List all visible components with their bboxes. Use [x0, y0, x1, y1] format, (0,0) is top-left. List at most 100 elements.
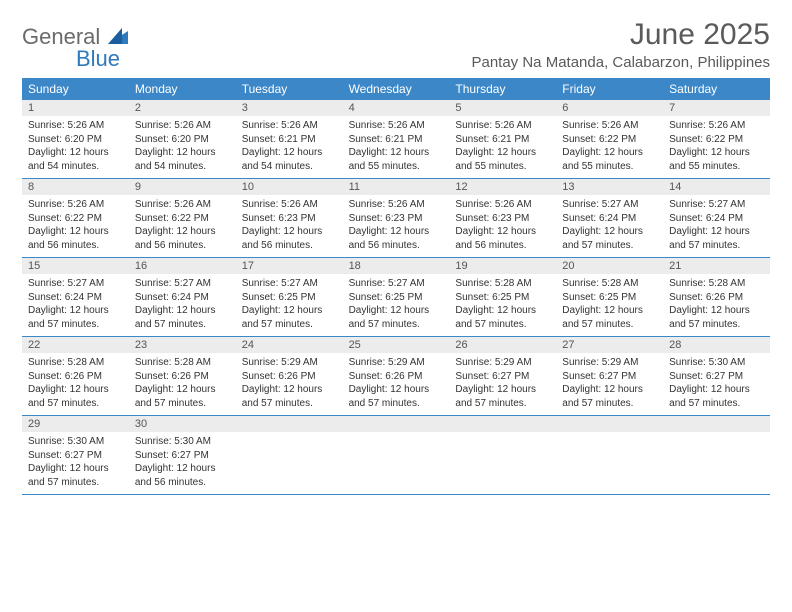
day-number: 25 [343, 337, 450, 353]
calendar-day-empty [449, 416, 556, 494]
calendar-day: 10Sunrise: 5:26 AMSunset: 6:23 PMDayligh… [236, 179, 343, 257]
calendar-day: 14Sunrise: 5:27 AMSunset: 6:24 PMDayligh… [663, 179, 770, 257]
day-details: Sunrise: 5:29 AMSunset: 6:27 PMDaylight:… [556, 353, 663, 414]
calendar-day-empty [556, 416, 663, 494]
month-title: June 2025 [471, 18, 770, 52]
day-details: Sunrise: 5:26 AMSunset: 6:22 PMDaylight:… [129, 195, 236, 256]
day-details: Sunrise: 5:28 AMSunset: 6:25 PMDaylight:… [556, 274, 663, 335]
calendar-day: 17Sunrise: 5:27 AMSunset: 6:25 PMDayligh… [236, 258, 343, 336]
location: Pantay Na Matanda, Calabarzon, Philippin… [471, 54, 770, 71]
calendar-day: 18Sunrise: 5:27 AMSunset: 6:25 PMDayligh… [343, 258, 450, 336]
day-details: Sunrise: 5:26 AMSunset: 6:22 PMDaylight:… [556, 116, 663, 177]
day-number: 7 [663, 100, 770, 116]
day-number: 4 [343, 100, 450, 116]
calendar-day: 11Sunrise: 5:26 AMSunset: 6:23 PMDayligh… [343, 179, 450, 257]
day-details: Sunrise: 5:26 AMSunset: 6:23 PMDaylight:… [449, 195, 556, 256]
day-number: 22 [22, 337, 129, 353]
calendar-day: 28Sunrise: 5:30 AMSunset: 6:27 PMDayligh… [663, 337, 770, 415]
day-number: 3 [236, 100, 343, 116]
calendar-day: 4Sunrise: 5:26 AMSunset: 6:21 PMDaylight… [343, 100, 450, 178]
calendar-day: 26Sunrise: 5:29 AMSunset: 6:27 PMDayligh… [449, 337, 556, 415]
calendar-week: 29Sunrise: 5:30 AMSunset: 6:27 PMDayligh… [22, 416, 770, 495]
day-number: 17 [236, 258, 343, 274]
calendar-day: 12Sunrise: 5:26 AMSunset: 6:23 PMDayligh… [449, 179, 556, 257]
day-number: 21 [663, 258, 770, 274]
day-details: Sunrise: 5:26 AMSunset: 6:22 PMDaylight:… [22, 195, 129, 256]
day-details: Sunrise: 5:27 AMSunset: 6:24 PMDaylight:… [22, 274, 129, 335]
day-details: Sunrise: 5:30 AMSunset: 6:27 PMDaylight:… [129, 432, 236, 493]
weekday-mon: Monday [129, 78, 236, 100]
weekday-sun: Sunday [22, 78, 129, 100]
calendar-week: 22Sunrise: 5:28 AMSunset: 6:26 PMDayligh… [22, 337, 770, 416]
day-number-empty [556, 416, 663, 432]
weekday-fri: Friday [556, 78, 663, 100]
calendar: Sunday Monday Tuesday Wednesday Thursday… [22, 78, 770, 495]
day-number: 1 [22, 100, 129, 116]
calendar-day-empty [236, 416, 343, 494]
calendar-day: 22Sunrise: 5:28 AMSunset: 6:26 PMDayligh… [22, 337, 129, 415]
calendar-day: 6Sunrise: 5:26 AMSunset: 6:22 PMDaylight… [556, 100, 663, 178]
calendar-day: 21Sunrise: 5:28 AMSunset: 6:26 PMDayligh… [663, 258, 770, 336]
calendar-day: 23Sunrise: 5:28 AMSunset: 6:26 PMDayligh… [129, 337, 236, 415]
day-details: Sunrise: 5:27 AMSunset: 6:24 PMDaylight:… [663, 195, 770, 256]
day-details: Sunrise: 5:29 AMSunset: 6:26 PMDaylight:… [236, 353, 343, 414]
day-details: Sunrise: 5:28 AMSunset: 6:26 PMDaylight:… [663, 274, 770, 335]
weekday-wed: Wednesday [343, 78, 450, 100]
day-details: Sunrise: 5:29 AMSunset: 6:26 PMDaylight:… [343, 353, 450, 414]
day-details: Sunrise: 5:30 AMSunset: 6:27 PMDaylight:… [22, 432, 129, 493]
day-details: Sunrise: 5:27 AMSunset: 6:24 PMDaylight:… [556, 195, 663, 256]
day-number: 12 [449, 179, 556, 195]
day-number: 26 [449, 337, 556, 353]
calendar-day: 9Sunrise: 5:26 AMSunset: 6:22 PMDaylight… [129, 179, 236, 257]
day-details: Sunrise: 5:30 AMSunset: 6:27 PMDaylight:… [663, 353, 770, 414]
header: General Blue June 2025 Pantay Na Matanda… [22, 18, 770, 72]
calendar-day: 13Sunrise: 5:27 AMSunset: 6:24 PMDayligh… [556, 179, 663, 257]
calendar-day: 8Sunrise: 5:26 AMSunset: 6:22 PMDaylight… [22, 179, 129, 257]
calendar-day: 30Sunrise: 5:30 AMSunset: 6:27 PMDayligh… [129, 416, 236, 494]
day-details: Sunrise: 5:29 AMSunset: 6:27 PMDaylight:… [449, 353, 556, 414]
calendar-week: 15Sunrise: 5:27 AMSunset: 6:24 PMDayligh… [22, 258, 770, 337]
day-number: 18 [343, 258, 450, 274]
day-number: 5 [449, 100, 556, 116]
day-number: 24 [236, 337, 343, 353]
calendar-day: 16Sunrise: 5:27 AMSunset: 6:24 PMDayligh… [129, 258, 236, 336]
calendar-day: 5Sunrise: 5:26 AMSunset: 6:21 PMDaylight… [449, 100, 556, 178]
logo-text: General Blue [22, 24, 130, 72]
weekday-thu: Thursday [449, 78, 556, 100]
day-number: 10 [236, 179, 343, 195]
day-details: Sunrise: 5:26 AMSunset: 6:21 PMDaylight:… [449, 116, 556, 177]
calendar-day: 15Sunrise: 5:27 AMSunset: 6:24 PMDayligh… [22, 258, 129, 336]
calendar-day: 3Sunrise: 5:26 AMSunset: 6:21 PMDaylight… [236, 100, 343, 178]
calendar-day: 24Sunrise: 5:29 AMSunset: 6:26 PMDayligh… [236, 337, 343, 415]
day-details: Sunrise: 5:28 AMSunset: 6:26 PMDaylight:… [22, 353, 129, 414]
day-number: 19 [449, 258, 556, 274]
day-details: Sunrise: 5:26 AMSunset: 6:20 PMDaylight:… [22, 116, 129, 177]
weekday-header: Sunday Monday Tuesday Wednesday Thursday… [22, 78, 770, 100]
day-details: Sunrise: 5:26 AMSunset: 6:22 PMDaylight:… [663, 116, 770, 177]
day-number: 14 [663, 179, 770, 195]
calendar-day: 25Sunrise: 5:29 AMSunset: 6:26 PMDayligh… [343, 337, 450, 415]
day-number: 11 [343, 179, 450, 195]
day-number-empty [236, 416, 343, 432]
day-number: 27 [556, 337, 663, 353]
day-details: Sunrise: 5:27 AMSunset: 6:25 PMDaylight:… [343, 274, 450, 335]
day-number: 28 [663, 337, 770, 353]
logo: General Blue [22, 24, 130, 72]
title-block: June 2025 Pantay Na Matanda, Calabarzon,… [471, 18, 770, 71]
day-details: Sunrise: 5:26 AMSunset: 6:23 PMDaylight:… [236, 195, 343, 256]
weekday-tue: Tuesday [236, 78, 343, 100]
day-number: 9 [129, 179, 236, 195]
calendar-day: 7Sunrise: 5:26 AMSunset: 6:22 PMDaylight… [663, 100, 770, 178]
day-details: Sunrise: 5:27 AMSunset: 6:25 PMDaylight:… [236, 274, 343, 335]
calendar-day-empty [663, 416, 770, 494]
day-details: Sunrise: 5:26 AMSunset: 6:21 PMDaylight:… [343, 116, 450, 177]
day-number: 20 [556, 258, 663, 274]
day-number: 8 [22, 179, 129, 195]
calendar-day: 20Sunrise: 5:28 AMSunset: 6:25 PMDayligh… [556, 258, 663, 336]
day-details: Sunrise: 5:26 AMSunset: 6:23 PMDaylight:… [343, 195, 450, 256]
day-details: Sunrise: 5:26 AMSunset: 6:20 PMDaylight:… [129, 116, 236, 177]
calendar-day: 2Sunrise: 5:26 AMSunset: 6:20 PMDaylight… [129, 100, 236, 178]
day-number: 2 [129, 100, 236, 116]
day-number: 15 [22, 258, 129, 274]
calendar-week: 8Sunrise: 5:26 AMSunset: 6:22 PMDaylight… [22, 179, 770, 258]
